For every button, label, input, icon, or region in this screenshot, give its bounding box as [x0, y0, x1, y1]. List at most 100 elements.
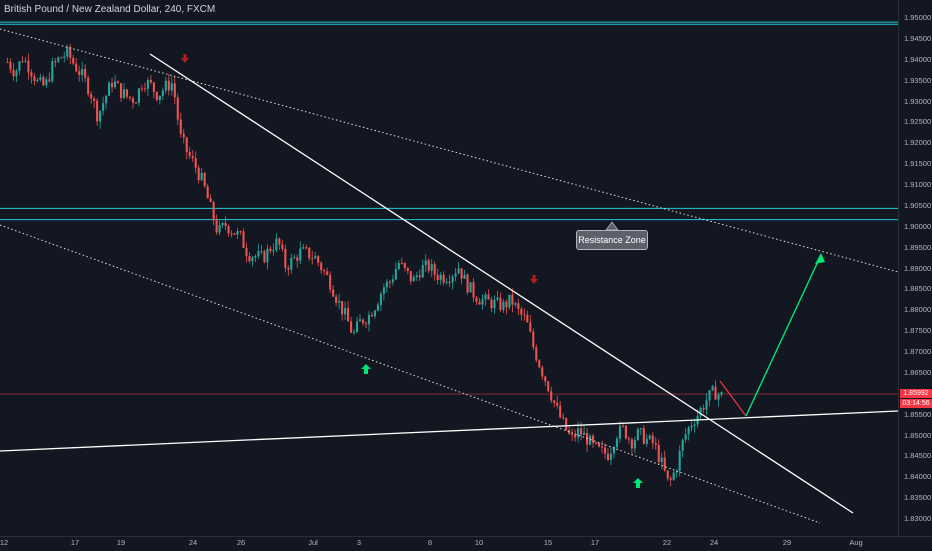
candle-body: [702, 408, 705, 410]
candle-body: [125, 89, 129, 97]
price-tick: 1.95000: [904, 13, 932, 22]
price-tick: 1.87500: [904, 326, 932, 336]
candle-body: [421, 265, 424, 278]
candle-body: [281, 244, 284, 249]
candle-body: [618, 425, 621, 439]
time-tick: 10: [474, 538, 484, 547]
symbol-title: British Pound / New Zealand Dollar, 240,…: [4, 4, 216, 15]
candle-body: [517, 303, 520, 309]
candle-body: [311, 258, 314, 260]
candle-body: [194, 158, 197, 168]
price-tick: 1.91000: [904, 180, 932, 189]
price-axis[interactable]: [898, 0, 932, 536]
candle-body: [161, 90, 164, 96]
candle-body: [48, 79, 51, 82]
candle-body: [678, 451, 681, 471]
candle-body: [654, 443, 657, 445]
candle-body: [170, 83, 173, 91]
arrow-down-icon: [530, 275, 538, 284]
candle-body: [493, 299, 496, 309]
candle-body: [639, 428, 642, 430]
candle-body: [18, 61, 21, 71]
candle-body: [526, 315, 529, 323]
candle-body: [484, 294, 487, 300]
resistance-zone-label[interactable]: Resistance Zone: [576, 230, 648, 250]
candle-body: [439, 274, 442, 281]
candle-body: [54, 61, 57, 63]
time-axis[interactable]: [0, 536, 932, 551]
candle-body: [469, 282, 472, 293]
candle-body: [490, 299, 493, 309]
candle-body: [687, 427, 690, 435]
candle-body: [651, 435, 654, 444]
candle-body: [621, 425, 624, 427]
candle-body: [415, 275, 418, 278]
candle-body: [314, 256, 317, 259]
candle-body: [299, 248, 302, 261]
arrow-up-icon: [361, 364, 371, 374]
candle-body: [358, 319, 362, 322]
candle-body: [669, 478, 672, 480]
candle-body: [21, 61, 24, 63]
candle-body: [600, 446, 604, 448]
candle-body: [140, 88, 143, 90]
candle-body: [266, 248, 269, 263]
candle-body: [663, 457, 666, 471]
candle-body: [594, 442, 598, 444]
candle-body: [60, 57, 63, 59]
candle-body: [529, 322, 532, 332]
candle-body: [690, 425, 693, 428]
candle-body: [218, 225, 221, 233]
candle-body: [714, 386, 717, 400]
candle-body: [364, 323, 368, 325]
time-tick: 22: [662, 538, 672, 547]
candle-body: [42, 77, 45, 86]
candle-body: [511, 294, 514, 305]
time-tick: 24: [709, 538, 719, 547]
candle-body: [131, 98, 135, 103]
candle-body: [269, 248, 272, 252]
candle-body: [84, 68, 87, 78]
candle-body: [472, 282, 475, 298]
candle-body: [230, 233, 233, 235]
candle-body: [645, 438, 648, 444]
candle-body: [137, 88, 140, 103]
candle-body: [538, 360, 541, 368]
candle-body: [720, 392, 723, 395]
candle-body: [436, 274, 439, 281]
candle-body: [188, 152, 191, 156]
candle-body: [636, 429, 639, 440]
candle-body: [606, 453, 610, 460]
candle-body: [119, 83, 123, 98]
candle-body: [693, 424, 696, 426]
candle-body: [544, 376, 547, 382]
candle-body: [463, 274, 466, 279]
candle-body: [412, 277, 415, 282]
candle-body: [128, 96, 132, 99]
time-tick: 3: [356, 538, 362, 547]
candle-body: [666, 470, 669, 479]
candle-body: [355, 321, 359, 332]
candle-body: [254, 256, 257, 258]
candle-body: [370, 314, 374, 317]
candle-body: [78, 71, 81, 76]
candle-body: [630, 439, 633, 449]
candle-body: [347, 308, 350, 322]
price-tick: 1.83500: [904, 493, 932, 503]
candle-body: [305, 247, 308, 249]
candle-body: [514, 303, 517, 305]
time-tick: 29: [782, 538, 792, 547]
arrow-down-icon: [181, 54, 189, 63]
candle-body: [361, 319, 365, 324]
candle-body: [499, 297, 502, 310]
time-tick: 26: [236, 538, 246, 547]
lower-channel-line: [0, 224, 821, 524]
candle-body: [12, 69, 15, 77]
candle-body: [99, 110, 102, 122]
candle-body: [272, 250, 275, 252]
candle-body: [565, 417, 568, 431]
price-tick: 1.90000: [904, 221, 932, 231]
candle-body: [69, 47, 72, 58]
